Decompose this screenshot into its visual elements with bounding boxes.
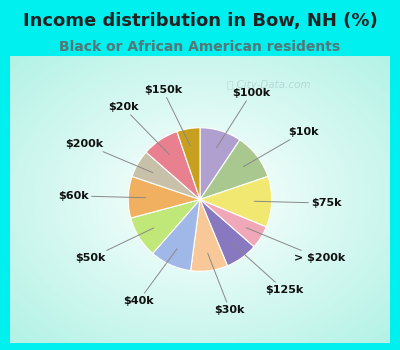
Text: $50k: $50k [75,228,154,263]
Text: $30k: $30k [208,253,245,315]
Wedge shape [200,140,268,199]
Text: $10k: $10k [243,127,319,167]
Text: > $200k: > $200k [246,228,346,263]
Text: $20k: $20k [108,102,169,155]
Text: $150k: $150k [144,85,190,146]
Wedge shape [128,176,200,218]
Wedge shape [131,199,200,253]
Text: Ⓢ City-Data.com: Ⓢ City-Data.com [227,80,311,90]
Wedge shape [200,128,240,200]
Wedge shape [153,199,200,271]
Text: $200k: $200k [66,139,153,173]
Wedge shape [191,199,228,271]
Wedge shape [146,132,200,199]
Wedge shape [200,199,254,266]
Wedge shape [200,199,266,247]
Wedge shape [200,176,272,227]
Text: Income distribution in Bow, NH (%): Income distribution in Bow, NH (%) [23,12,377,30]
Text: $125k: $125k [232,243,303,295]
Wedge shape [177,128,200,200]
Text: $40k: $40k [124,249,177,306]
Text: $100k: $100k [216,88,270,148]
Wedge shape [132,152,200,200]
Text: $60k: $60k [58,191,146,201]
Text: Black or African American residents: Black or African American residents [60,40,340,54]
Text: $75k: $75k [254,198,342,208]
